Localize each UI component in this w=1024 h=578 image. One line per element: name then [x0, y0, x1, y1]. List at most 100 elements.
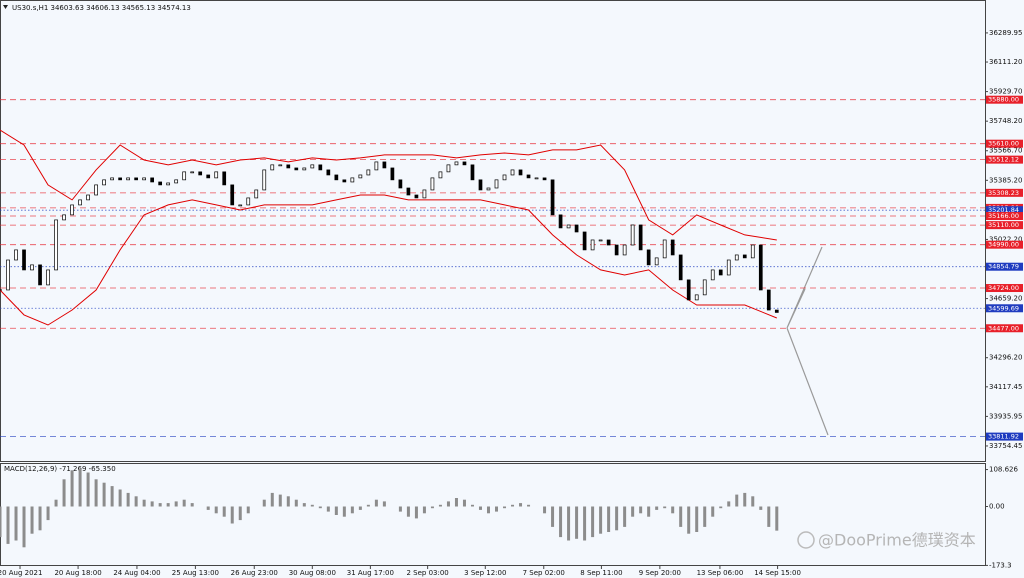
candle — [750, 244, 755, 259]
macd-bar — [6, 506, 10, 544]
indicator-tick-label: 0.00 — [989, 503, 1005, 511]
macd-bar — [174, 501, 178, 507]
candle — [110, 177, 114, 181]
candle — [526, 174, 531, 179]
macd-bar — [687, 506, 691, 534]
candle — [198, 171, 203, 176]
candle — [734, 254, 739, 261]
candle — [326, 169, 331, 176]
candle — [422, 189, 427, 199]
candle — [318, 164, 323, 171]
candle — [358, 174, 363, 179]
level-tag — [986, 324, 1023, 333]
watermark-icon — [797, 531, 815, 549]
macd-bar — [318, 506, 322, 509]
y-tick-label: 36111.20 — [989, 58, 1022, 66]
macd-bar — [703, 506, 707, 527]
candle — [414, 194, 419, 199]
macd-bar — [262, 499, 266, 507]
menu-triangle — [3, 5, 8, 9]
macd-bar — [118, 489, 122, 507]
macd-bar — [743, 492, 747, 507]
macd-bar — [414, 506, 418, 519]
macd-bar — [735, 494, 739, 507]
macd-bar — [406, 506, 410, 517]
candle — [438, 171, 443, 179]
x-tick-label: 31 Aug 17:00 — [347, 569, 394, 577]
indicator-tick-label: 108.626 — [989, 466, 1018, 474]
x-tick-label: 8 Sep 11:00 — [580, 569, 622, 577]
candle — [6, 259, 10, 291]
macd-bar — [222, 506, 226, 517]
macd-bar — [711, 506, 715, 517]
candle — [558, 214, 563, 229]
macd-bar — [575, 506, 579, 539]
macd-bar — [86, 472, 90, 507]
macd-bar — [775, 506, 779, 531]
candle — [582, 231, 587, 251]
candle — [702, 279, 707, 296]
candle — [486, 187, 491, 191]
candle — [102, 179, 106, 186]
level-tag — [986, 212, 1023, 221]
x-tick-label: 9 Sep 20:00 — [639, 569, 681, 577]
y-tick-label: 35748.20 — [989, 117, 1022, 125]
candle — [630, 224, 635, 246]
x-tick-label: 26 Aug 23:00 — [231, 569, 278, 577]
candle — [686, 279, 691, 301]
candle — [78, 199, 82, 206]
macd-bar — [94, 479, 98, 507]
level-label: 35308.23 — [988, 189, 1019, 197]
level-label: 35201.84 — [988, 206, 1019, 214]
level-tag — [986, 95, 1023, 104]
macd-bar — [70, 470, 74, 507]
candle — [406, 187, 411, 196]
candle — [678, 254, 683, 281]
macd-bar — [78, 469, 82, 507]
chart-title: US30.s,H1 34603.63 34606.13 34565.13 345… — [12, 4, 191, 12]
candle — [270, 164, 275, 171]
x-tick-label: 2 Sep 03:00 — [406, 569, 448, 577]
macd-bar — [647, 506, 651, 517]
macd-bar — [134, 496, 138, 507]
x-tick-label: 13 Sep 06:00 — [697, 569, 744, 577]
level-label: 35610.00 — [988, 140, 1019, 148]
candle — [566, 224, 571, 229]
candle — [54, 219, 58, 271]
candle — [86, 194, 90, 201]
macd-bar — [519, 503, 523, 507]
candle — [134, 177, 138, 181]
candle — [302, 167, 307, 171]
macd-bar — [30, 506, 34, 534]
macd-bar — [270, 492, 274, 507]
y-tick-label: 33935.95 — [989, 412, 1022, 420]
macd-bar — [695, 506, 699, 532]
macd-bar — [230, 506, 234, 524]
candle — [598, 239, 603, 242]
candle — [470, 164, 475, 181]
candle — [534, 177, 539, 180]
y-tick-label: 35566.70 — [989, 147, 1022, 155]
macd-bar — [46, 506, 50, 521]
level-tag — [986, 304, 1023, 313]
candle — [550, 179, 555, 216]
candle — [374, 161, 379, 171]
level-tag — [986, 240, 1023, 249]
candle — [30, 264, 34, 271]
macd-bar — [543, 506, 547, 514]
macd-bar — [14, 506, 18, 541]
macd-bar — [326, 506, 330, 512]
macd-bar — [631, 506, 635, 517]
macd-bar — [166, 503, 170, 507]
candle — [614, 244, 619, 256]
candle — [646, 249, 651, 266]
macd-bar — [286, 496, 290, 507]
level-label: 35880.00 — [988, 96, 1019, 104]
macd-bar — [158, 503, 162, 507]
macd-bar — [366, 504, 370, 507]
level-label: 34724.00 — [988, 284, 1019, 292]
candle — [382, 161, 387, 169]
candle — [62, 214, 66, 221]
